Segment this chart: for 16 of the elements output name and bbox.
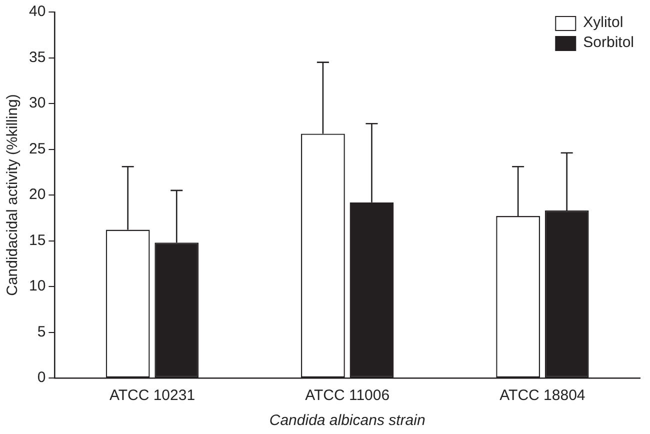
y-axis-title: Candidacidal activity (%killing) xyxy=(4,94,22,296)
y-tick-label: 15 xyxy=(28,232,46,249)
legend-label: Sorbitol xyxy=(583,34,634,52)
y-tick-label: 0 xyxy=(37,369,46,386)
y-tick-label: 40 xyxy=(28,3,46,20)
legend-label: Xylitol xyxy=(583,14,624,32)
y-tick-label: 10 xyxy=(28,278,46,295)
y-tick-label: 35 xyxy=(28,48,46,66)
x-axis-title: Candida albicans strain xyxy=(269,412,426,430)
y-tick-label: 5 xyxy=(37,323,46,340)
x-tick-label: ATCC 10231 xyxy=(109,387,196,404)
y-tick-label: 25 xyxy=(28,140,46,158)
y-tick-label: 20 xyxy=(28,186,46,204)
y-tick-label: 30 xyxy=(28,94,46,112)
x-tick-label: ATCC 11006 xyxy=(305,387,390,404)
x-tick-label: ATCC 18804 xyxy=(500,387,586,404)
